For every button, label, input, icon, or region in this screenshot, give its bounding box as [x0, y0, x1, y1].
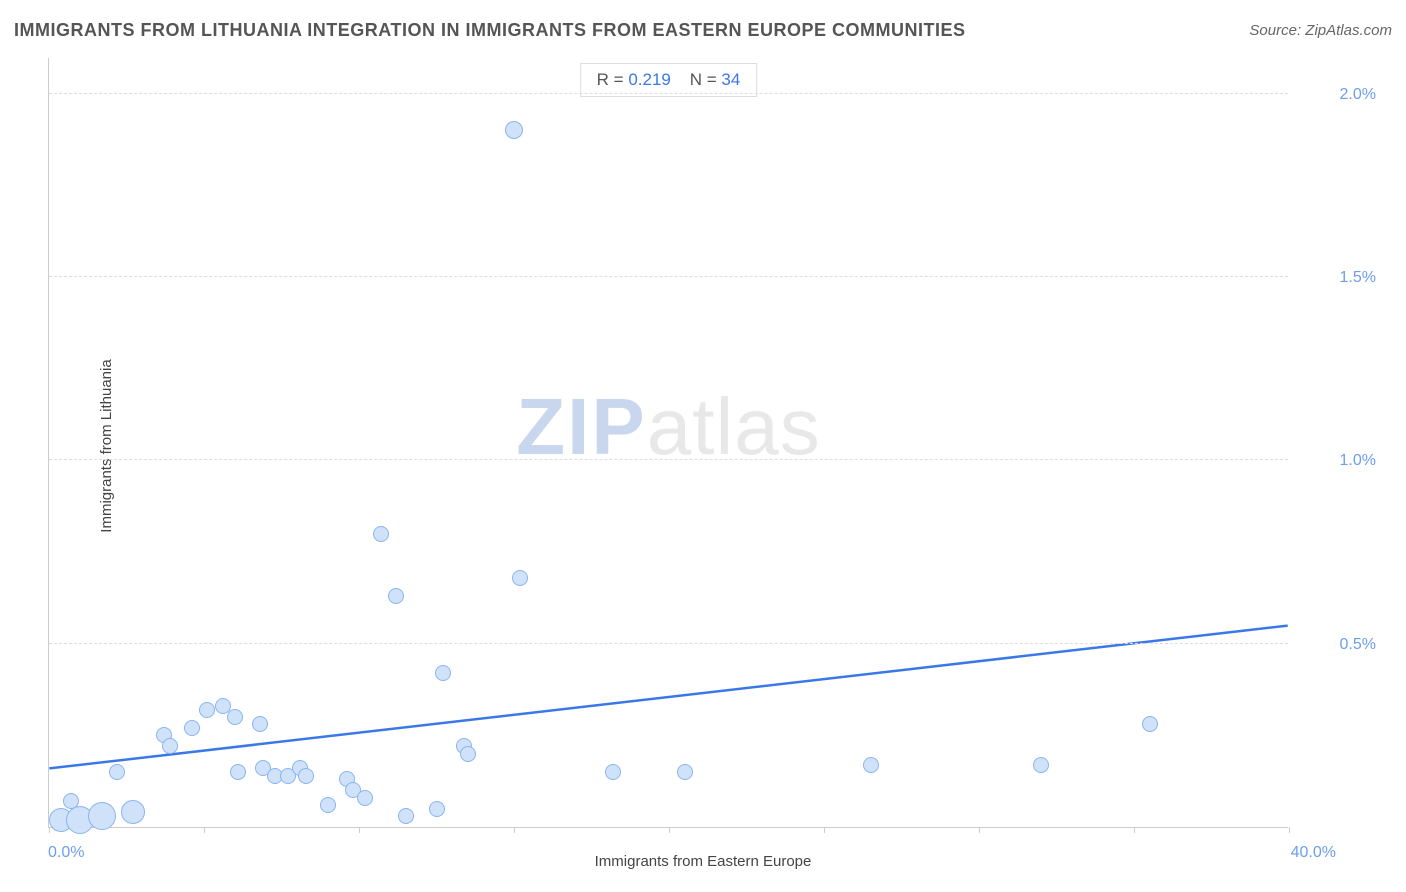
scatter-point: [398, 808, 414, 824]
x-tick: [359, 827, 360, 833]
n-value: 34: [721, 70, 740, 89]
chart-plot-area: ZIPatlas R = 0.219 N = 34: [48, 58, 1288, 828]
x-tick: [1289, 827, 1290, 833]
x-tick: [49, 827, 50, 833]
scatter-point: [162, 738, 178, 754]
scatter-point: [109, 764, 125, 780]
scatter-point: [63, 793, 79, 809]
grid-line: [49, 276, 1288, 277]
watermark-part2: atlas: [647, 382, 821, 471]
scatter-point: [121, 800, 145, 824]
scatter-point: [677, 764, 693, 780]
scatter-point: [373, 526, 389, 542]
y-tick-label: 1.5%: [1340, 269, 1376, 287]
scatter-point: [460, 746, 476, 762]
scatter-point: [388, 588, 404, 604]
scatter-point: [184, 720, 200, 736]
scatter-point: [435, 665, 451, 681]
scatter-point: [512, 570, 528, 586]
chart-title: IMMIGRANTS FROM LITHUANIA INTEGRATION IN…: [14, 20, 965, 41]
regression-line: [49, 626, 1287, 769]
x-tick: [824, 827, 825, 833]
grid-line: [49, 93, 1288, 94]
source-name: ZipAtlas.com: [1305, 22, 1392, 39]
x-tick: [514, 827, 515, 833]
scatter-point: [863, 757, 879, 773]
source-prefix: Source:: [1249, 22, 1305, 39]
scatter-point: [605, 764, 621, 780]
x-tick: [669, 827, 670, 833]
header: IMMIGRANTS FROM LITHUANIA INTEGRATION IN…: [14, 20, 1392, 41]
scatter-point: [357, 790, 373, 806]
r-label: R =: [597, 70, 629, 89]
y-tick-label: 1.0%: [1340, 452, 1376, 470]
grid-line: [49, 459, 1288, 460]
watermark-part1: ZIP: [516, 382, 646, 471]
scatter-point: [298, 768, 314, 784]
y-tick-label: 0.5%: [1340, 636, 1376, 654]
x-tick: [1134, 827, 1135, 833]
scatter-point: [320, 797, 336, 813]
scatter-point: [252, 716, 268, 732]
y-tick-label: 2.0%: [1340, 86, 1376, 104]
x-axis-max-label: 40.0%: [1291, 844, 1336, 862]
x-axis-min-label: 0.0%: [48, 844, 84, 862]
scatter-point: [199, 702, 215, 718]
x-tick: [979, 827, 980, 833]
x-tick: [204, 827, 205, 833]
scatter-point: [1033, 757, 1049, 773]
scatter-point: [88, 802, 116, 830]
n-label: N =: [690, 70, 722, 89]
scatter-point: [505, 121, 523, 139]
grid-line: [49, 643, 1288, 644]
scatter-point: [429, 801, 445, 817]
x-axis-label: Immigrants from Eastern Europe: [595, 853, 812, 870]
scatter-point: [230, 764, 246, 780]
r-value: 0.219: [628, 70, 671, 89]
scatter-point: [1142, 716, 1158, 732]
source-attribution: Source: ZipAtlas.com: [1249, 22, 1392, 39]
scatter-point: [227, 709, 243, 725]
